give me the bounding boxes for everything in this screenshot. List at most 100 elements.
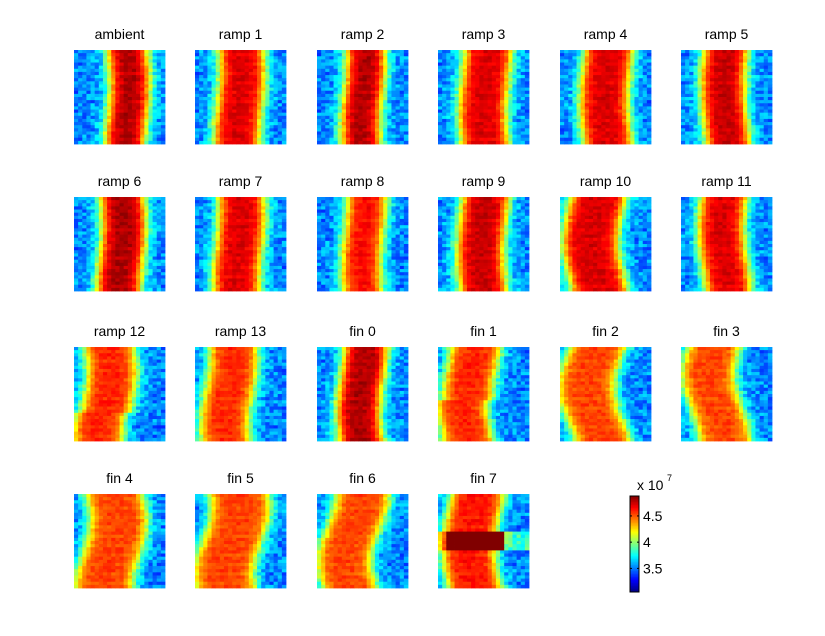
heatmap-cell [358, 84, 363, 88]
heatmap-cell [240, 237, 246, 242]
heatmap-cell [345, 71, 351, 76]
heatmap-cell [115, 203, 120, 207]
heatmap-cell [240, 50, 246, 54]
heatmap-cell [74, 118, 79, 123]
heatmap-cell [131, 200, 137, 204]
heatmap-cell [767, 134, 773, 139]
heatmap-cell [219, 203, 225, 207]
heatmap-cell [160, 59, 166, 63]
heatmap-cell [144, 228, 149, 232]
heatmap-cell [223, 112, 229, 117]
heatmap-cell [681, 75, 686, 79]
heatmap-cell [734, 81, 740, 85]
heatmap-cell [236, 225, 241, 229]
heatmap-cell [495, 97, 501, 101]
heatmap-cell [219, 68, 225, 73]
heatmap-cell [215, 222, 221, 226]
heatmap-cell [131, 287, 137, 292]
heatmap-cell [223, 84, 229, 88]
heatmap-cell [613, 140, 619, 145]
heatmap-cell [399, 75, 405, 79]
heatmap-cell [438, 97, 443, 101]
heatmap-cell [634, 106, 639, 110]
heatmap-cell [131, 75, 137, 79]
heatmap-cell [82, 250, 87, 254]
heatmap-cell [438, 118, 443, 123]
heatmap-cell [257, 128, 262, 132]
heatmap-cell [685, 75, 690, 79]
heatmap-cell [273, 200, 279, 204]
heatmap-cell [156, 62, 162, 67]
heatmap-cell [738, 118, 744, 123]
heatmap-cell [759, 100, 765, 104]
heatmap-cell [223, 109, 229, 114]
heatmap-cell [203, 200, 208, 204]
heatmap-cell [613, 56, 619, 60]
heatmap-cell [111, 71, 116, 76]
heatmap-cell [252, 131, 258, 135]
heatmap-cell [605, 84, 611, 88]
heatmap-cell [705, 50, 711, 54]
heatmap-cell [325, 56, 330, 60]
heatmap-cell [379, 109, 384, 114]
heatmap-cell [219, 103, 225, 107]
heatmap-cell [471, 56, 476, 60]
heatmap-cell [94, 265, 100, 270]
heatmap-cell [362, 134, 368, 139]
heatmap-cell [82, 87, 87, 92]
heatmap-cell [131, 240, 137, 245]
heatmap-cell [576, 50, 582, 54]
heatmap-cell [588, 106, 594, 110]
heatmap-cell [131, 115, 137, 120]
heatmap-cell [751, 78, 756, 82]
heatmap-cell [257, 240, 262, 245]
heatmap-cell [140, 284, 145, 289]
heatmap-cell [345, 84, 351, 88]
heatmap-cell [207, 125, 212, 129]
heatmap-cell [240, 106, 246, 110]
heatmap-cell [156, 281, 162, 286]
heatmap-cell [160, 109, 166, 114]
heatmap-cell [438, 75, 443, 79]
heatmap-cell [751, 115, 756, 120]
heatmap-cell [597, 90, 602, 95]
heatmap-cell [152, 240, 158, 245]
heatmap-cell [726, 93, 732, 98]
heatmap-cell [269, 206, 274, 210]
heatmap-cell [751, 87, 756, 92]
heatmap-cell [265, 237, 270, 242]
heatmap-cell [354, 65, 359, 70]
heatmap-cell [219, 100, 225, 104]
heatmap-cell [743, 75, 748, 79]
heatmap-cell [252, 103, 258, 107]
heatmap-cell [613, 93, 619, 98]
heatmap-cell [244, 118, 250, 123]
heatmap-cell [160, 68, 166, 73]
heatmap-cell [160, 203, 166, 207]
heatmap-cell [438, 112, 443, 117]
heatmap-cell [722, 97, 727, 101]
heatmap-cell [462, 93, 468, 98]
heatmap-cell [462, 131, 468, 135]
heatmap-cell [701, 122, 707, 126]
heatmap-cell [487, 106, 493, 110]
heatmap-cell [438, 59, 443, 63]
heatmap-cell [681, 106, 686, 110]
heatmap-cell [317, 137, 322, 142]
heatmap-cell [277, 128, 283, 132]
heatmap-cell [634, 50, 639, 54]
heatmap-cell [597, 109, 602, 114]
heatmap-cell [395, 109, 401, 114]
heatmap-cell [689, 109, 694, 114]
heatmap-cell [601, 53, 606, 57]
heatmap-cell [252, 71, 258, 76]
heatmap-cell [240, 234, 246, 239]
heatmap-cell [593, 53, 598, 57]
heatmap-cell [219, 218, 225, 223]
heatmap-cell [395, 93, 401, 98]
heatmap-cell [207, 218, 212, 223]
heatmap-cell [572, 122, 577, 126]
heatmap-cell [232, 122, 237, 126]
heatmap-cell [458, 106, 464, 110]
heatmap-cell [366, 118, 372, 123]
